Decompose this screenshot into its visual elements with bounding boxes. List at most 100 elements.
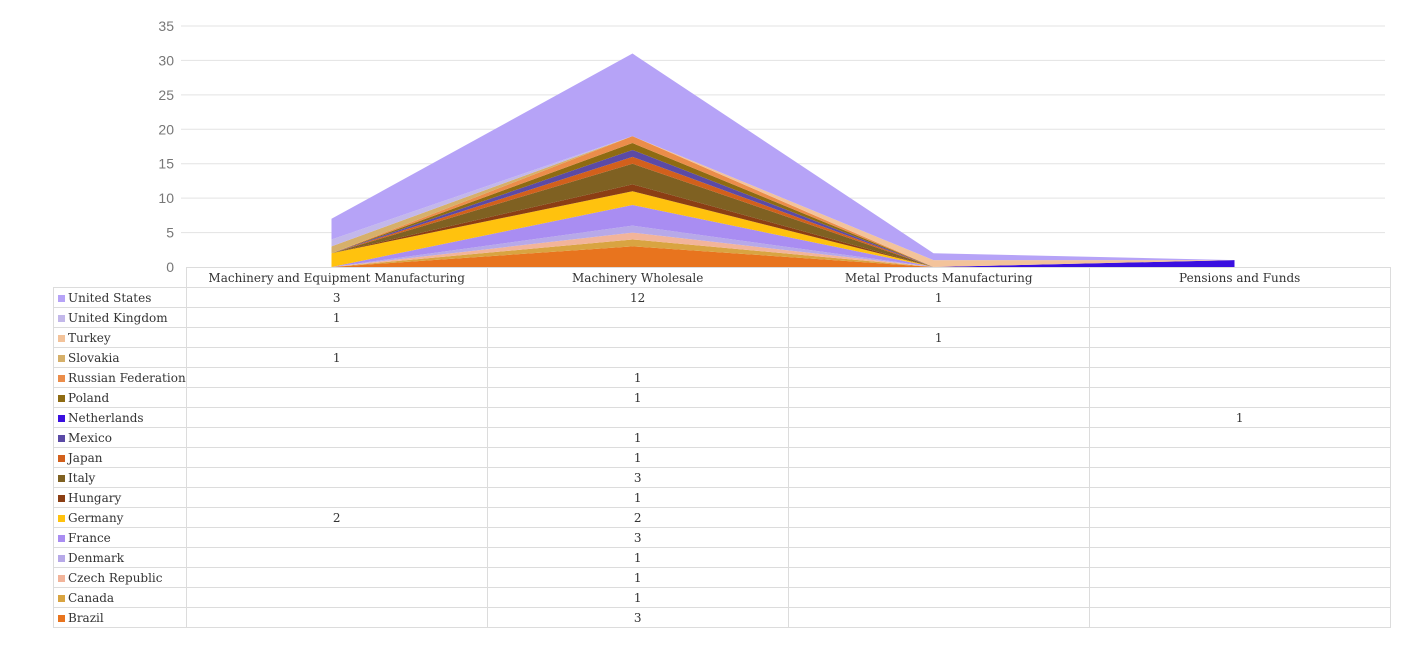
legend-swatch xyxy=(58,394,65,402)
legend-entry-denmark: Denmark xyxy=(53,547,187,568)
value-cell: 3 xyxy=(486,467,789,488)
series-name: Russian Federation xyxy=(68,370,186,385)
value-cell: 1 xyxy=(1088,407,1391,428)
series-name: France xyxy=(68,530,111,545)
value-cell: 1 xyxy=(486,487,789,508)
value-cell: 1 xyxy=(486,567,789,588)
area-united-states xyxy=(331,53,1235,261)
legend-entry-czech-republic: Czech Republic xyxy=(53,567,187,588)
value-cell xyxy=(486,407,789,428)
series-name: Mexico xyxy=(68,430,112,445)
legend-swatch xyxy=(58,434,65,442)
legend-swatch xyxy=(58,354,65,362)
value-cell xyxy=(787,607,1090,628)
value-cell xyxy=(787,507,1090,528)
value-cell xyxy=(185,387,488,408)
value-cell xyxy=(1088,567,1391,588)
value-cell xyxy=(185,467,488,488)
value-cell xyxy=(787,487,1090,508)
legend-swatch xyxy=(58,454,65,462)
series-name: United Kingdom xyxy=(68,310,168,325)
value-cell xyxy=(1088,387,1391,408)
value-cell xyxy=(185,447,488,468)
value-cell: 1 xyxy=(486,387,789,408)
area-czech-republic xyxy=(331,232,1235,267)
value-cell xyxy=(486,327,789,348)
series-name: Slovakia xyxy=(68,350,120,365)
value-cell xyxy=(787,367,1090,388)
value-cell: 12 xyxy=(486,287,789,308)
value-cell: 1 xyxy=(486,427,789,448)
series-name: Hungary xyxy=(68,490,122,505)
value-cell xyxy=(787,347,1090,368)
legend-entry-france: France xyxy=(53,527,187,548)
legend-entry-germany: Germany xyxy=(53,507,187,528)
value-cell xyxy=(185,547,488,568)
value-cell xyxy=(1088,527,1391,548)
legend-swatch xyxy=(58,554,65,562)
value-cell xyxy=(1088,427,1391,448)
value-cell xyxy=(185,487,488,508)
value-cell: 3 xyxy=(185,287,488,308)
table-row: Netherlands 1 xyxy=(53,407,1391,428)
legend-swatch xyxy=(58,514,65,522)
table-row: Germany 2 2 xyxy=(53,507,1391,528)
value-cell: 1 xyxy=(486,547,789,568)
area-canada xyxy=(331,239,1235,267)
series-name: Germany xyxy=(68,510,124,525)
y-tick-label: 15 xyxy=(158,156,174,172)
table-row: Denmark 1 xyxy=(53,547,1391,568)
y-tick-label: 0 xyxy=(166,259,174,275)
series-name: Poland xyxy=(68,390,110,405)
legend-entry-russian-federation: Russian Federation xyxy=(53,367,187,388)
value-cell xyxy=(1088,307,1391,328)
legend-entry-turkey: Turkey xyxy=(53,327,187,348)
y-tick-label: 30 xyxy=(158,52,174,68)
legend-entry-poland: Poland xyxy=(53,387,187,408)
value-cell xyxy=(1088,347,1391,368)
area-denmark xyxy=(331,225,1235,267)
area-japan xyxy=(331,156,1235,267)
legend-swatch xyxy=(58,374,65,382)
value-cell xyxy=(787,467,1090,488)
value-cell: 1 xyxy=(486,447,789,468)
table-row: Czech Republic 1 xyxy=(53,567,1391,588)
series-name: Italy xyxy=(68,470,96,485)
area-poland xyxy=(331,143,1235,267)
value-cell xyxy=(787,587,1090,608)
value-cell: 2 xyxy=(185,507,488,528)
value-cell xyxy=(787,427,1090,448)
legend-entry-mexico: Mexico xyxy=(53,427,187,448)
series-name: Denmark xyxy=(68,550,124,565)
y-tick-label: 5 xyxy=(166,225,174,241)
value-cell xyxy=(1088,367,1391,388)
legend-swatch xyxy=(58,314,65,322)
table-body: United States 3 12 1 United Kingdom 1 Turkey 1 S… xyxy=(53,287,1391,628)
value-cell xyxy=(1088,467,1391,488)
value-cell xyxy=(787,527,1090,548)
value-cell: 1 xyxy=(787,327,1090,348)
value-cell xyxy=(787,407,1090,428)
data-table: Machinery and Equipment Manufacturing Mac… xyxy=(53,267,1391,628)
category-label-machinery-and-equipment-manufacturing: Machinery and Equipment Manufacturing xyxy=(185,267,488,288)
category-header-row: Machinery and Equipment Manufacturing Mac… xyxy=(53,267,1391,288)
series-name: Canada xyxy=(68,590,115,605)
legend-swatch xyxy=(58,474,65,482)
legend-entry-united-kingdom: United Kingdom xyxy=(53,307,187,328)
stacked-areas xyxy=(331,53,1235,267)
value-cell xyxy=(1088,607,1391,628)
category-label-machinery-wholesale: Machinery Wholesale xyxy=(486,267,789,288)
value-cell xyxy=(185,367,488,388)
area-italy xyxy=(331,163,1235,267)
category-label-pensions-and-funds: Pensions and Funds xyxy=(1088,267,1391,288)
y-tick-label: 20 xyxy=(158,121,174,137)
legend-entry-netherlands: Netherlands xyxy=(53,407,187,428)
value-cell xyxy=(1088,507,1391,528)
series-name: Turkey xyxy=(68,330,111,345)
legend-swatch xyxy=(58,574,65,582)
legend-swatch xyxy=(58,614,65,622)
table-row: Poland 1 xyxy=(53,387,1391,408)
value-cell: 3 xyxy=(486,527,789,548)
value-cell: 3 xyxy=(486,607,789,628)
value-cell xyxy=(787,447,1090,468)
